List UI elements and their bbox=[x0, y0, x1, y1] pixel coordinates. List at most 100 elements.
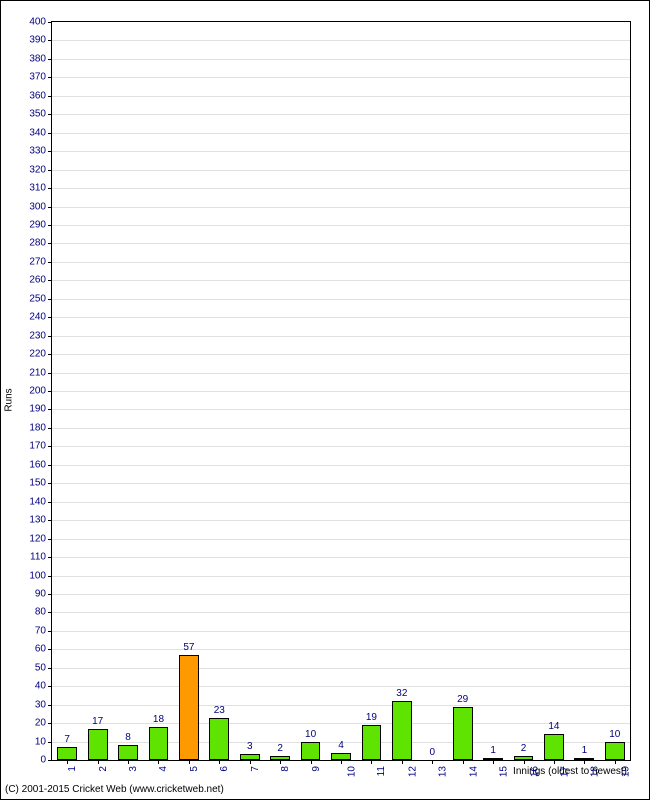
grid-line bbox=[52, 409, 630, 410]
ytick-label: 380 bbox=[16, 53, 46, 64]
bar bbox=[88, 729, 108, 760]
grid-line bbox=[52, 705, 630, 706]
ytick-label: 370 bbox=[16, 72, 46, 83]
ytick-label: 80 bbox=[16, 607, 46, 618]
bar-value-label: 57 bbox=[183, 642, 194, 653]
ytick-mark bbox=[48, 114, 52, 115]
grid-line bbox=[52, 151, 630, 152]
bar-value-label: 19 bbox=[366, 712, 377, 723]
bar-value-label: 4 bbox=[338, 740, 344, 751]
grid-line bbox=[52, 354, 630, 355]
ytick-mark bbox=[48, 59, 52, 60]
grid-line bbox=[52, 40, 630, 41]
ytick-label: 350 bbox=[16, 109, 46, 120]
ytick-label: 260 bbox=[16, 275, 46, 286]
ytick-label: 100 bbox=[16, 570, 46, 581]
xtick-label: 8 bbox=[280, 766, 291, 772]
ytick-label: 50 bbox=[16, 662, 46, 673]
ytick-label: 110 bbox=[16, 552, 46, 563]
ytick-mark bbox=[48, 502, 52, 503]
ytick-mark bbox=[48, 409, 52, 410]
ytick-label: 340 bbox=[16, 127, 46, 138]
ytick-mark bbox=[48, 40, 52, 41]
bar-value-label: 2 bbox=[277, 743, 283, 754]
grid-line bbox=[52, 612, 630, 613]
bar-value-label: 10 bbox=[305, 729, 316, 740]
grid-line bbox=[52, 391, 630, 392]
ytick-label: 400 bbox=[16, 17, 46, 28]
ytick-label: 150 bbox=[16, 478, 46, 489]
ytick-label: 120 bbox=[16, 533, 46, 544]
ytick-label: 70 bbox=[16, 625, 46, 636]
grid-line bbox=[52, 557, 630, 558]
ytick-label: 140 bbox=[16, 496, 46, 507]
ytick-mark bbox=[48, 686, 52, 687]
xtick-mark bbox=[128, 760, 129, 764]
ytick-label: 90 bbox=[16, 588, 46, 599]
ytick-mark bbox=[48, 225, 52, 226]
grid-line bbox=[52, 96, 630, 97]
ytick-mark bbox=[48, 170, 52, 171]
grid-line bbox=[52, 649, 630, 650]
grid-line bbox=[52, 207, 630, 208]
ytick-mark bbox=[48, 151, 52, 152]
grid-line bbox=[52, 539, 630, 540]
ytick-label: 180 bbox=[16, 422, 46, 433]
grid-line bbox=[52, 576, 630, 577]
ytick-mark bbox=[48, 723, 52, 724]
xtick-mark bbox=[250, 760, 251, 764]
xtick-mark bbox=[493, 760, 494, 764]
ytick-label: 250 bbox=[16, 293, 46, 304]
plot-area: 0102030405060708090100110120130140150160… bbox=[51, 21, 631, 761]
grid-line bbox=[52, 170, 630, 171]
xtick-label: 13 bbox=[438, 766, 449, 777]
bar-value-label: 1 bbox=[490, 745, 496, 756]
grid-line bbox=[52, 114, 630, 115]
xtick-label: 9 bbox=[311, 766, 322, 772]
xtick-mark bbox=[341, 760, 342, 764]
ytick-label: 320 bbox=[16, 164, 46, 175]
bar bbox=[331, 753, 351, 760]
ytick-mark bbox=[48, 207, 52, 208]
bar bbox=[179, 655, 199, 760]
bar bbox=[149, 727, 169, 760]
grid-line bbox=[52, 465, 630, 466]
ytick-mark bbox=[48, 649, 52, 650]
bar-value-label: 8 bbox=[125, 732, 131, 743]
bar-value-label: 29 bbox=[457, 694, 468, 705]
ytick-label: 270 bbox=[16, 256, 46, 267]
bar-value-label: 2 bbox=[521, 743, 527, 754]
ytick-mark bbox=[48, 520, 52, 521]
grid-line bbox=[52, 77, 630, 78]
grid-line bbox=[52, 336, 630, 337]
ytick-mark bbox=[48, 612, 52, 613]
ytick-label: 280 bbox=[16, 238, 46, 249]
ytick-mark bbox=[48, 299, 52, 300]
grid-line bbox=[52, 483, 630, 484]
xtick-mark bbox=[432, 760, 433, 764]
ytick-label: 390 bbox=[16, 35, 46, 46]
ytick-mark bbox=[48, 539, 52, 540]
grid-line bbox=[52, 723, 630, 724]
bar bbox=[392, 701, 412, 760]
grid-line bbox=[52, 668, 630, 669]
ytick-label: 290 bbox=[16, 219, 46, 230]
ytick-label: 330 bbox=[16, 146, 46, 157]
ytick-mark bbox=[48, 428, 52, 429]
grid-line bbox=[52, 446, 630, 447]
ytick-label: 0 bbox=[16, 755, 46, 766]
xtick-mark bbox=[402, 760, 403, 764]
grid-line bbox=[52, 686, 630, 687]
grid-line bbox=[52, 262, 630, 263]
ytick-mark bbox=[48, 742, 52, 743]
ytick-label: 30 bbox=[16, 699, 46, 710]
bar bbox=[209, 718, 229, 760]
ytick-mark bbox=[48, 705, 52, 706]
xtick-mark bbox=[189, 760, 190, 764]
bar-value-label: 7 bbox=[64, 734, 70, 745]
grid-line bbox=[52, 225, 630, 226]
bar-value-label: 14 bbox=[548, 721, 559, 732]
xtick-label: 2 bbox=[98, 766, 109, 772]
ytick-label: 170 bbox=[16, 441, 46, 452]
xtick-mark bbox=[311, 760, 312, 764]
